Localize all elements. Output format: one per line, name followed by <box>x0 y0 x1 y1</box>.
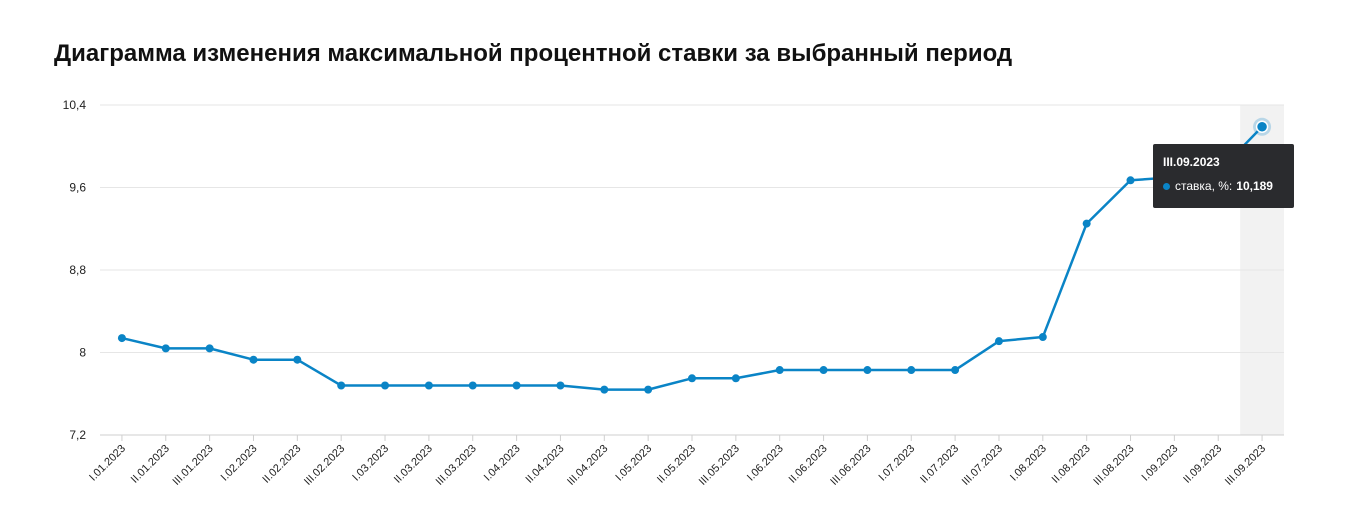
x-tick-label: III.08.2023 <box>1091 443 1136 488</box>
data-point[interactable] <box>951 366 960 375</box>
y-tick-label: 8 <box>79 346 86 360</box>
data-point[interactable] <box>381 381 390 390</box>
x-tick-label: I.02.2023 <box>219 443 260 484</box>
x-tick-label: I.05.2023 <box>613 443 654 484</box>
x-tick-label: I.08.2023 <box>1008 443 1049 484</box>
y-tick-label: 7,2 <box>69 428 86 442</box>
x-tick-label: III.03.2023 <box>434 443 479 488</box>
data-point[interactable] <box>293 355 302 364</box>
y-tick-label: 9,6 <box>69 181 86 195</box>
x-tick-label: II.03.2023 <box>392 443 435 486</box>
tooltip-series-label: ставка, %: <box>1175 179 1233 193</box>
series-line <box>121 125 1263 391</box>
data-point[interactable] <box>775 366 784 375</box>
data-point[interactable] <box>249 355 258 364</box>
data-point[interactable] <box>731 374 740 383</box>
data-point[interactable] <box>1082 219 1091 228</box>
x-tick-label: II.05.2023 <box>655 443 698 486</box>
data-point[interactable] <box>424 381 433 390</box>
x-tick-label: II.07.2023 <box>918 443 961 486</box>
data-point-highlighted[interactable] <box>1255 120 1269 134</box>
data-point[interactable] <box>1126 176 1135 185</box>
x-tick-label: III.04.2023 <box>565 443 610 488</box>
data-point[interactable] <box>205 344 214 353</box>
data-point[interactable] <box>1038 333 1047 342</box>
x-tick-label: I.01.2023 <box>87 443 128 484</box>
x-tick-label: III.09.2023 <box>1223 443 1268 488</box>
x-tick-label: III.06.2023 <box>828 443 873 488</box>
data-point[interactable] <box>994 337 1003 346</box>
data-point[interactable] <box>337 381 346 390</box>
x-tick-label: I.09.2023 <box>1140 443 1181 484</box>
data-point[interactable] <box>907 366 916 375</box>
tooltip-row: ставка, %: 10,189 <box>1163 179 1284 193</box>
x-tick-label: III.07.2023 <box>960 443 1005 488</box>
tooltip-title: III.09.2023 <box>1163 155 1220 169</box>
data-point[interactable] <box>117 334 126 343</box>
x-tick-label: I.06.2023 <box>745 443 786 484</box>
x-tick-label: II.09.2023 <box>1181 443 1224 486</box>
data-point[interactable] <box>688 374 696 383</box>
x-tick-label: I.04.2023 <box>482 443 523 484</box>
x-tick-label: III.05.2023 <box>697 443 742 488</box>
x-tick-label: III.02.2023 <box>302 443 347 488</box>
tooltip-series-dot-icon <box>1163 182 1170 190</box>
data-point[interactable] <box>512 381 521 390</box>
data-point[interactable] <box>644 385 653 394</box>
x-tick-label: II.04.2023 <box>523 443 566 486</box>
data-point[interactable] <box>161 344 170 353</box>
data-point[interactable] <box>863 366 872 375</box>
x-tick-label: III.01.2023 <box>170 443 215 488</box>
data-point[interactable] <box>819 366 828 375</box>
x-tick-label: II.01.2023 <box>129 443 172 486</box>
data-point[interactable] <box>468 381 477 390</box>
tooltip-value: 10,189 <box>1236 179 1273 193</box>
chart-tooltip: III.09.2023 ставка, %: 10,189 <box>1153 144 1294 208</box>
data-point[interactable] <box>600 385 609 394</box>
x-tick-label: II.02.2023 <box>260 443 303 486</box>
y-tick-label: 8,8 <box>69 263 86 277</box>
x-tick-label: II.08.2023 <box>1050 443 1093 486</box>
data-point[interactable] <box>556 381 565 390</box>
x-tick-label: I.03.2023 <box>350 443 391 484</box>
chart-title: Диаграмма изменения максимальной процент… <box>54 40 1013 67</box>
x-tick-label: I.07.2023 <box>876 443 917 484</box>
y-tick-label: 10,4 <box>63 98 87 112</box>
x-tick-label: II.06.2023 <box>787 443 830 486</box>
